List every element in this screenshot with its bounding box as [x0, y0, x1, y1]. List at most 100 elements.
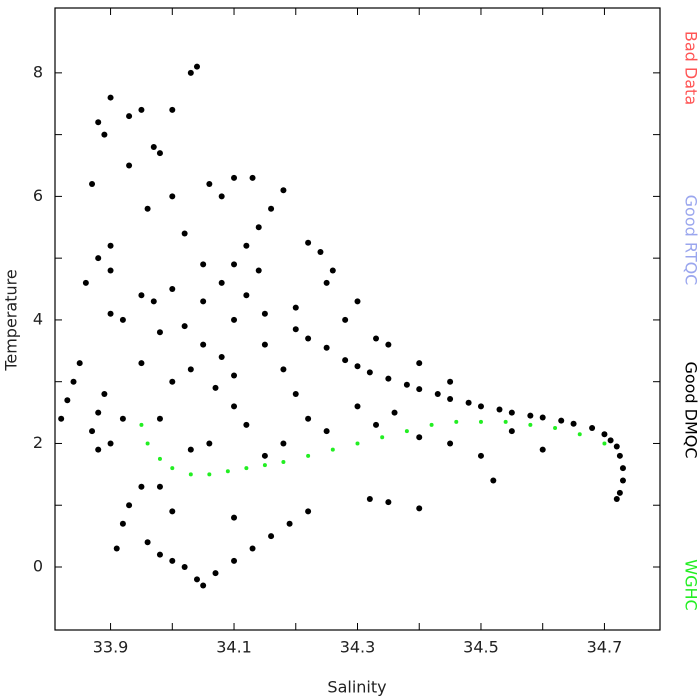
data-point — [95, 446, 102, 453]
data-point — [613, 443, 620, 450]
data-point — [200, 298, 207, 305]
x-tick-label: 34.3 — [340, 638, 376, 657]
data-point — [416, 386, 423, 393]
data-point — [478, 419, 483, 424]
data-point — [616, 452, 623, 459]
x-axis-label: Salinity — [327, 678, 386, 697]
data-point — [416, 505, 423, 512]
data-point — [95, 255, 102, 262]
data-point — [280, 187, 287, 194]
data-point — [429, 422, 434, 427]
data-point — [539, 446, 546, 453]
data-point — [138, 106, 145, 113]
data-point — [342, 357, 349, 364]
data-point — [616, 489, 623, 496]
data-point — [218, 353, 225, 360]
legend-entry: Bad Data — [682, 31, 700, 105]
data-point — [119, 520, 126, 527]
x-tick-label: 34.1 — [216, 638, 252, 657]
data-point — [145, 441, 150, 446]
data-point — [187, 446, 194, 453]
data-point — [447, 378, 454, 385]
data-point — [380, 435, 385, 440]
data-point — [89, 428, 96, 435]
data-point — [181, 230, 188, 237]
data-point — [169, 508, 176, 515]
data-point — [113, 545, 120, 552]
data-point — [231, 261, 238, 268]
y-tick-label: 6 — [33, 186, 43, 205]
data-point — [385, 375, 392, 382]
data-point — [601, 431, 608, 438]
data-point — [262, 463, 267, 468]
data-point — [342, 316, 349, 323]
data-point — [490, 477, 497, 484]
data-point — [169, 378, 176, 385]
data-point — [206, 440, 213, 447]
data-point — [243, 242, 250, 249]
data-point — [231, 174, 238, 181]
data-point — [181, 323, 188, 330]
y-tick-label: 4 — [33, 309, 43, 328]
data-point — [261, 452, 268, 459]
data-point — [187, 69, 194, 76]
data-point — [95, 119, 102, 126]
data-point — [404, 429, 409, 434]
data-point — [268, 533, 275, 540]
y-tick-label: 0 — [33, 556, 43, 575]
data-point — [434, 391, 441, 398]
data-point — [206, 181, 213, 188]
data-point — [391, 409, 398, 416]
data-point — [503, 419, 508, 424]
data-point — [107, 440, 114, 447]
data-point — [212, 384, 219, 391]
data-point — [292, 304, 299, 311]
data-point — [107, 242, 114, 249]
data-point — [225, 469, 230, 474]
data-point — [126, 502, 133, 509]
data-point — [218, 193, 225, 200]
data-point — [243, 421, 250, 428]
data-point — [156, 150, 163, 157]
data-point — [305, 335, 312, 342]
data-point — [169, 106, 176, 113]
data-point — [64, 397, 71, 404]
data-point — [218, 279, 225, 286]
data-point — [385, 499, 392, 506]
data-point — [508, 409, 515, 416]
data-point — [329, 267, 336, 274]
data-point — [528, 422, 533, 427]
data-point — [306, 453, 311, 458]
data-point — [317, 248, 324, 255]
data-point — [619, 477, 626, 484]
data-point — [354, 403, 361, 410]
data-point — [243, 292, 250, 299]
plot-frame — [54, 7, 661, 631]
data-point — [261, 341, 268, 348]
data-point — [107, 310, 114, 317]
data-point — [323, 428, 330, 435]
legend-entry: WGHC — [682, 559, 700, 610]
data-point — [231, 514, 238, 521]
data-point — [280, 366, 287, 373]
data-point — [244, 466, 249, 471]
data-point — [107, 267, 114, 274]
data-point — [496, 406, 503, 413]
data-point — [292, 326, 299, 333]
data-point — [373, 421, 380, 428]
legend-entry: Good RTQC — [682, 195, 700, 286]
x-tick-label: 33.9 — [93, 638, 129, 657]
data-point — [231, 372, 238, 379]
data-point — [231, 557, 238, 564]
data-point — [602, 441, 607, 446]
data-point — [305, 239, 312, 246]
data-point — [126, 162, 133, 169]
data-point — [558, 417, 565, 424]
data-point — [508, 428, 515, 435]
data-point — [249, 545, 256, 552]
legend-entry: Good DMQC — [682, 361, 700, 458]
data-point — [403, 381, 410, 388]
data-point — [280, 440, 287, 447]
x-tick-label: 34.5 — [463, 638, 499, 657]
data-point — [613, 496, 620, 503]
